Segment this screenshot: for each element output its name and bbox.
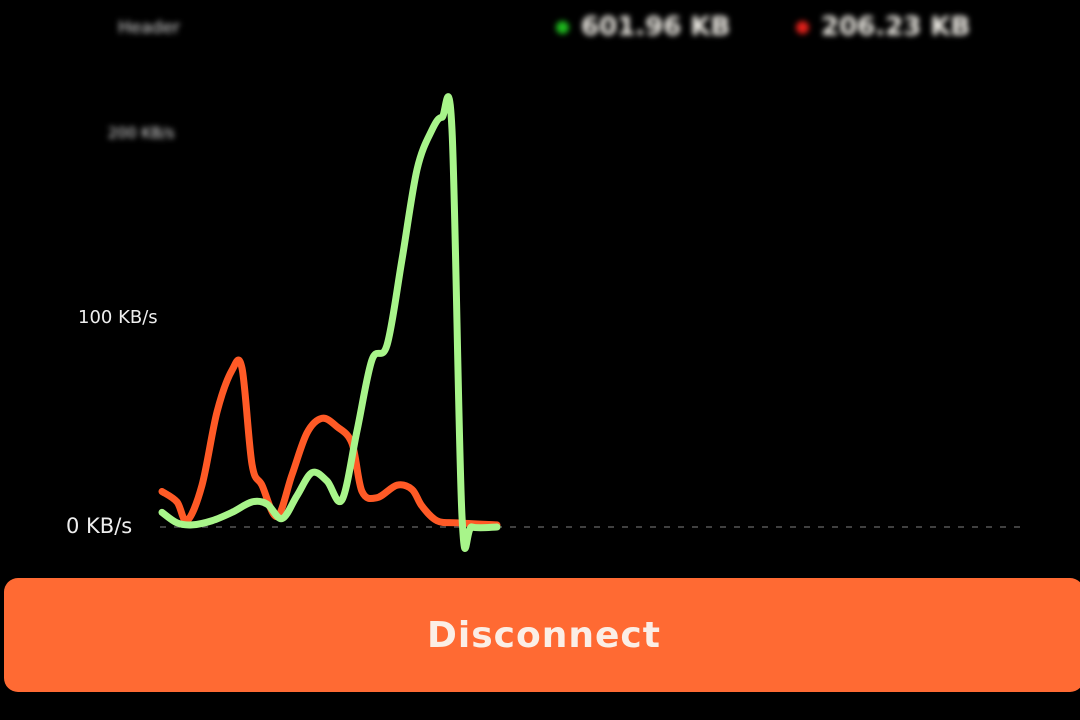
download-series-line — [158, 93, 501, 552]
download-total: 601.96 KB — [581, 12, 731, 42]
legend-upload: 206.23 KB — [796, 12, 970, 42]
bandwidth-chart — [158, 93, 1022, 552]
y-tick-200: 200 KB/s — [108, 124, 175, 142]
legend-download: 601.96 KB — [556, 12, 730, 42]
y-tick-0: 0 KB/s — [66, 514, 133, 538]
upload-dot-icon — [796, 20, 809, 34]
upload-total: 206.23 KB — [821, 12, 971, 42]
header-title: Header — [118, 18, 180, 38]
upload-series-line — [158, 356, 501, 529]
y-tick-100: 100 KB/s — [78, 307, 158, 328]
disconnect-button[interactable]: Disconnect — [4, 578, 1080, 692]
download-dot-icon — [556, 20, 569, 34]
